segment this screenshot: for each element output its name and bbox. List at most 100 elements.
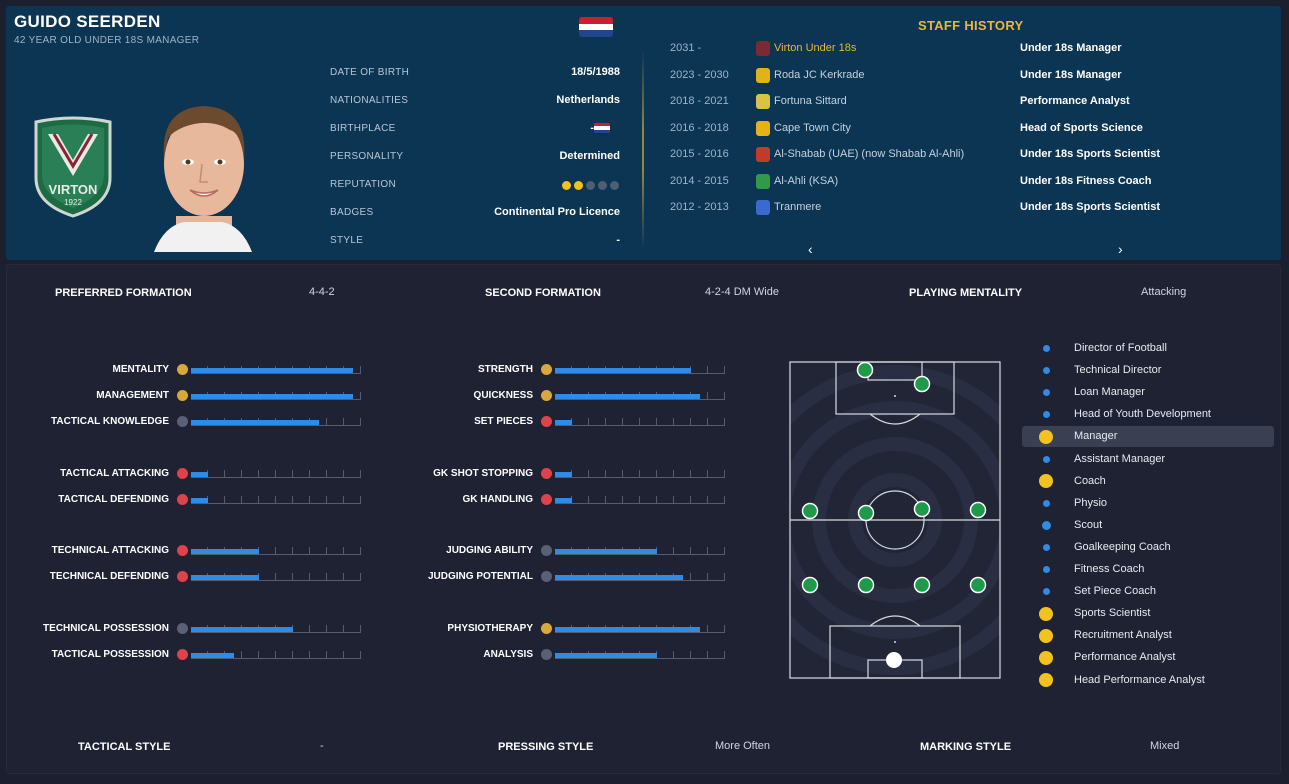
attribute-category-icon [177, 390, 188, 401]
bar-tick [673, 470, 674, 477]
history-years: 2014 - 2015 [670, 174, 729, 187]
profile-label: BADGES [330, 207, 374, 218]
staff-role-item[interactable]: Sports Scientist [1022, 603, 1274, 624]
preferred-formation-value: 4-4-2 [309, 286, 335, 298]
role-suitability-icon [1039, 673, 1053, 687]
history-next-button[interactable]: › [1118, 241, 1123, 257]
role-label: Loan Manager [1074, 386, 1145, 399]
attribute-category-icon [541, 623, 552, 634]
attribute-bar-track [555, 392, 725, 400]
player-position-marker[interactable] [801, 502, 819, 520]
role-label: Scout [1074, 518, 1103, 531]
staff-role-item[interactable]: Performance Analyst [1022, 647, 1274, 668]
attribute-category-icon [541, 494, 552, 505]
attribute-category-icon [177, 416, 188, 427]
attribute-label: TACTICAL POSSESSION [51, 649, 169, 660]
attribute-row: QUICKNESS [365, 389, 725, 403]
club-badge-icon [756, 67, 770, 83]
club-badge-icon [756, 147, 770, 162]
staff-role-item[interactable]: Head of Youth Development [1022, 404, 1274, 425]
bar-tick [241, 496, 242, 503]
pressing-style-value: More Often [715, 740, 771, 752]
role-label: Head of Youth Development [1074, 408, 1211, 421]
history-club-link[interactable]: Fortuna Sittard [774, 95, 847, 107]
bar-tick [639, 418, 640, 425]
staff-role-item[interactable]: Set Piece Coach [1022, 581, 1274, 602]
second-formation-value: 4-2-4 DM Wide [705, 286, 779, 298]
bar-tick [690, 573, 691, 580]
profile-label: DATE OF BIRTH [330, 67, 410, 78]
staff-role-item[interactable]: Head Performance Analyst [1022, 670, 1274, 691]
bar-tick [707, 547, 708, 554]
bar-tick [588, 496, 589, 503]
staff-role-item[interactable]: Goalkeeping Coach [1022, 537, 1274, 558]
role-label: Head Performance Analyst [1074, 673, 1205, 686]
history-club-link[interactable]: Tranmere [774, 201, 822, 213]
bar-tick [673, 418, 674, 425]
player-position-marker[interactable] [857, 504, 875, 522]
attribute-label: MENTALITY [112, 364, 169, 375]
history-prev-button[interactable]: ‹ [808, 241, 813, 257]
staff-role-item[interactable]: Scout [1022, 515, 1274, 536]
bar-tick [360, 366, 361, 373]
playing-mentality-label: PLAYING MENTALITY [909, 287, 1023, 299]
bar-tick [588, 418, 589, 425]
player-position-marker[interactable] [857, 576, 875, 594]
player-position-marker[interactable] [969, 576, 987, 594]
club-badge-icon [756, 173, 770, 189]
history-club-link[interactable]: Virton Under 18s [774, 42, 857, 54]
history-years: 2018 - 2021 [670, 95, 729, 107]
bar-tick [258, 496, 259, 503]
bar-tick [292, 496, 293, 503]
role-label: Technical Director [1074, 364, 1162, 377]
attribute-label: TACTICAL KNOWLEDGE [51, 416, 169, 427]
player-position-marker[interactable] [801, 576, 819, 594]
player-position-marker[interactable] [913, 375, 931, 393]
attribute-bar-fill [555, 575, 683, 580]
attribute-label: QUICKNESS [473, 390, 533, 401]
history-club-link[interactable]: Roda JC Kerkrade [774, 68, 865, 81]
goalkeeper-position-marker[interactable] [886, 652, 902, 668]
staff-role-item[interactable]: Technical Director [1022, 360, 1274, 381]
attribute-label: PHYSIOTHERAPY [447, 623, 533, 634]
role-suitability-icon [1042, 543, 1050, 551]
role-label: Performance Analyst [1074, 651, 1176, 664]
history-club-link[interactable]: Al-Ahli (KSA) [774, 174, 839, 187]
attribute-bar-fill [555, 472, 572, 477]
bar-tick [673, 651, 674, 658]
birthplace-flag-icon [594, 123, 610, 133]
history-role: Head of Sports Science [1020, 121, 1143, 134]
netherlands-flag-icon [579, 17, 613, 37]
history-club-link[interactable]: Al-Shabab (UAE) (now Shabab Al-Ahli) [774, 148, 965, 160]
player-position-marker[interactable] [913, 500, 931, 518]
attribute-category-icon [541, 649, 552, 660]
staff-role-item[interactable]: Loan Manager [1022, 382, 1274, 403]
bar-tick [275, 470, 276, 477]
staff-role-item[interactable]: Assistant Manager [1022, 449, 1274, 470]
attribute-label: TECHNICAL POSSESSION [43, 623, 169, 634]
bar-tick [275, 547, 276, 554]
bar-tick [724, 392, 725, 399]
reputation-star-empty-icon [610, 181, 619, 190]
player-position-marker[interactable] [856, 361, 874, 379]
player-position-marker[interactable] [913, 576, 931, 594]
history-club-link[interactable]: Cape Town City [774, 121, 851, 134]
attribute-row: GK HANDLING [365, 493, 725, 507]
history-row: 2015 - 2016 Al-Shabab (UAE) (now Shabab … [670, 146, 1280, 164]
profile-label: REPUTATION [330, 179, 396, 190]
staff-role-item[interactable]: Physio [1022, 493, 1274, 514]
bar-tick [690, 496, 691, 503]
player-position-marker[interactable] [969, 501, 987, 519]
staff-role-item[interactable]: Coach [1022, 471, 1274, 492]
bar-tick [343, 418, 344, 425]
staff-role-item[interactable]: Fitness Coach [1022, 559, 1274, 580]
staff-role-item[interactable]: Recruitment Analyst [1022, 625, 1274, 646]
attribute-row: TACTICAL POSSESSION [1, 648, 361, 662]
attribute-label: GK HANDLING [462, 494, 533, 505]
bar-tick [309, 573, 310, 580]
staff-role-item[interactable]: Director of Football [1022, 338, 1274, 359]
preferred-formation-label: PREFERRED FORMATION [55, 287, 192, 299]
role-label: Coach [1074, 474, 1106, 487]
club-badge-icon [756, 200, 770, 215]
staff-role-item[interactable]: Manager [1022, 426, 1274, 448]
